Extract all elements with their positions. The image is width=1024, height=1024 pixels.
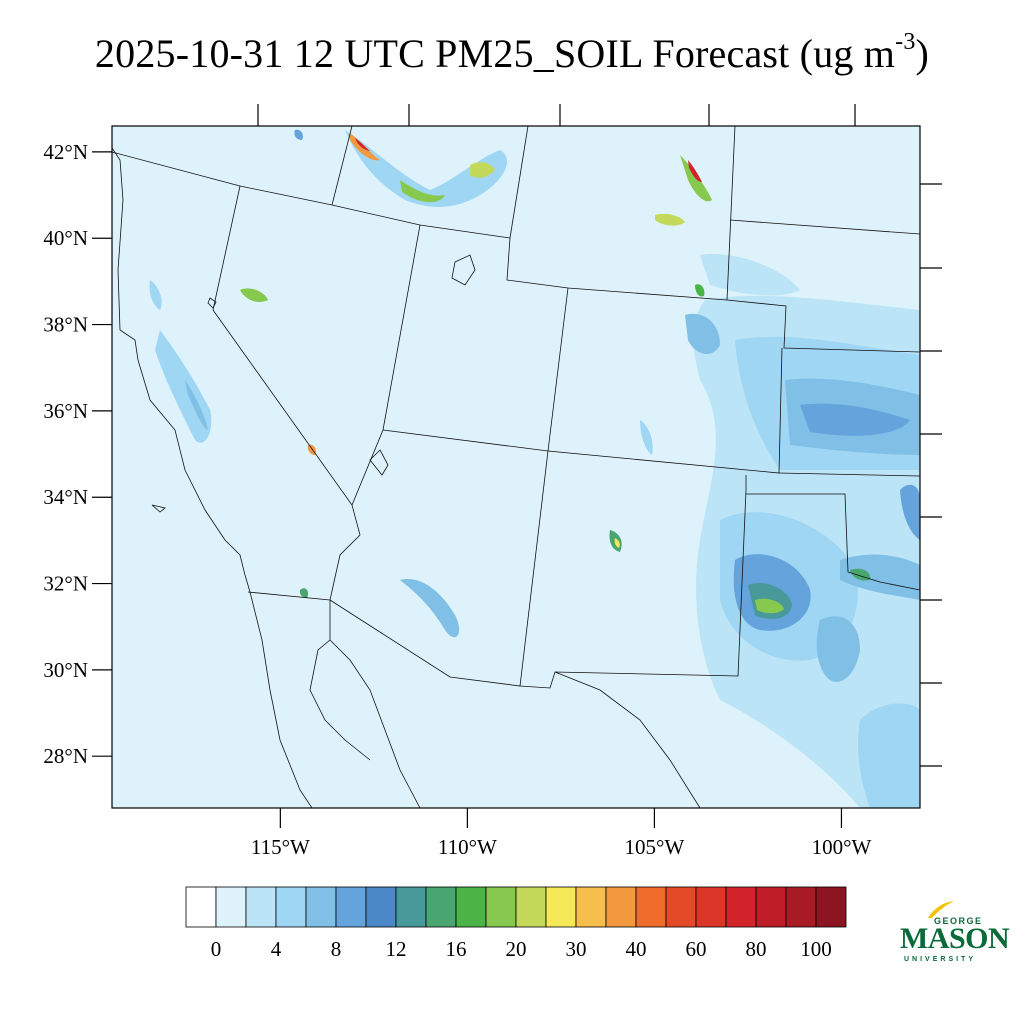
colorbar-swatch — [245, 886, 277, 928]
colorbar-swatch — [545, 886, 577, 928]
colorbar-swatch — [215, 886, 247, 928]
colorbar-swatch — [485, 886, 517, 928]
colorbar-swatch — [635, 886, 667, 928]
lat-tick-label: 42°N — [43, 140, 88, 164]
colorbar-swatch — [395, 886, 427, 928]
colorbar-label: 20 — [506, 937, 527, 961]
colorbar-label: 100 — [800, 937, 832, 961]
colorbar-swatch — [365, 886, 397, 928]
map-frame: 42°N40°N38°N36°N34°N32°N30°N28°N 115°W 11… — [43, 104, 942, 859]
lat-tick-label: 32°N — [43, 572, 88, 596]
title-close: ) — [915, 31, 930, 76]
colorbar-swatch — [185, 886, 217, 928]
colorbar-swatch — [305, 886, 337, 928]
lat-tick-label: 40°N — [43, 226, 88, 250]
lon-tick-label: 110°W — [438, 835, 497, 859]
lat-tick-label: 38°N — [43, 313, 88, 337]
colorbar-label: 0 — [211, 937, 222, 961]
logo-swoosh-icon — [928, 901, 954, 918]
colorbar-label: 12 — [386, 937, 407, 961]
logo-mason: MASON — [900, 922, 1010, 955]
top-ticks — [257, 104, 856, 126]
lon-tick-label: 105°W — [625, 835, 685, 859]
concentration-field — [149, 129, 920, 808]
lon-tick-label: 100°W — [812, 835, 872, 859]
colorbar-swatch — [575, 886, 607, 928]
title-text: 2025-10-31 12 UTC PM25_SOIL Forecast (ug… — [94, 31, 896, 76]
lat-tick-label: 30°N — [43, 658, 88, 682]
lat-tick-label: 34°N — [43, 485, 88, 509]
colorbar-label: 40 — [626, 937, 647, 961]
lat-tick-label: 28°N — [43, 744, 88, 768]
university-logo: GEORGE MASON UNIVERSITY — [896, 900, 1010, 970]
right-ticks — [920, 183, 942, 767]
title-exponent: -3 — [895, 28, 916, 55]
logo-university: UNIVERSITY — [904, 956, 977, 963]
colorbar-swatch — [815, 886, 847, 928]
colorbar-label: 4 — [271, 937, 282, 961]
map-title: 2025-10-31 12 UTC PM25_SOIL Forecast (ug… — [0, 28, 1024, 77]
colorbar-swatch — [785, 886, 817, 928]
colorbar-swatch — [605, 886, 637, 928]
colorbar-swatch — [695, 886, 727, 928]
colorbar-swatch — [425, 886, 457, 928]
colorbar-label: 80 — [746, 937, 767, 961]
state-boundaries — [112, 126, 920, 808]
colorbar-label: 60 — [686, 937, 707, 961]
longitude-ticks: 115°W 110°W 105°W 100°W — [251, 808, 872, 859]
colorbar-swatch — [725, 886, 757, 928]
colorbar-label: 8 — [331, 937, 342, 961]
colorbar-label: 30 — [566, 937, 587, 961]
colorbar-swatch — [275, 886, 307, 928]
colorbar-swatch — [755, 886, 787, 928]
colorbar-label: 16 — [446, 937, 467, 961]
latitude-ticks: 42°N 40°N 38°N 36°N 34°N 32°N 30°N 28°N — [43, 140, 112, 768]
colorbar-swatch — [515, 886, 547, 928]
colorbar-swatch — [665, 886, 697, 928]
colorbar-swatch — [335, 886, 367, 928]
colorbar-swatch — [455, 886, 487, 928]
colorbar-labels: 0 4 8 12 16 20 30 40 60 80 100 — [211, 937, 832, 961]
lat-tick-label: 36°N — [43, 399, 88, 423]
logo-george: GEORGE — [934, 916, 983, 926]
colorbar — [185, 886, 847, 928]
lon-tick-label: 115°W — [251, 835, 310, 859]
